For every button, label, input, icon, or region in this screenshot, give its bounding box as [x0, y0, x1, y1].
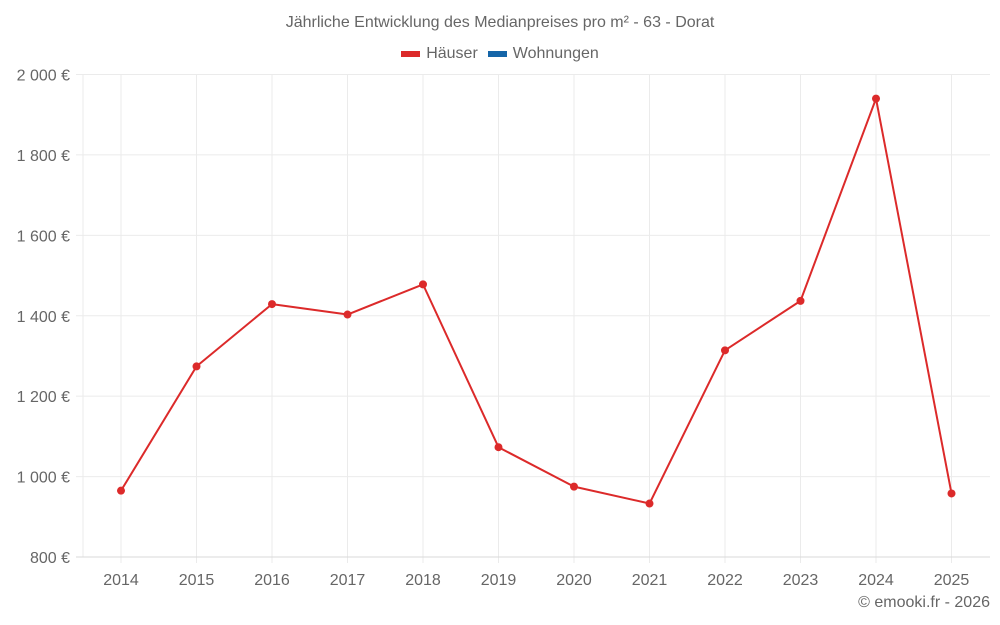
legend-item-haeuser[interactable]: Häuser: [401, 45, 478, 63]
series-haeuser: [117, 94, 956, 508]
legend-item-wohnungen[interactable]: Wohnungen: [487, 45, 599, 63]
data-point[interactable]: [645, 499, 654, 508]
x-tick-label: 2025: [934, 572, 970, 589]
x-tick-label: 2023: [783, 572, 819, 589]
x-tick-label: 2015: [179, 572, 215, 589]
data-point[interactable]: [947, 489, 956, 498]
grid-lines: [76, 74, 990, 563]
x-tick-label: 2024: [858, 572, 894, 589]
legend-swatch-icon: [487, 51, 507, 57]
x-tick-label: 2017: [330, 572, 366, 589]
x-tick-label: 2014: [103, 572, 139, 589]
y-tick-label: 1 200 €: [17, 389, 70, 406]
y-tick-label: 1 800 €: [17, 148, 70, 165]
x-axis: 2014 2015 2016 2017 2018 2019 2020 2021 2022 2023…: [103, 572, 969, 589]
x-tick-label: 2016: [254, 572, 290, 589]
chart-title: Jährliche Entwicklung des Medianpreises …: [285, 14, 715, 31]
data-point[interactable]: [268, 300, 276, 309]
x-tick-label: 2021: [632, 572, 668, 589]
legend-label: Häuser: [426, 45, 478, 62]
data-point[interactable]: [343, 310, 352, 319]
data-point[interactable]: [117, 486, 125, 495]
x-tick-label: 2020: [556, 572, 592, 589]
y-axis: 800 € 1 000 € 1 200 € 1 400 € 1 600 € 1 800 €…: [17, 68, 70, 568]
legend-label: Wohnungen: [512, 45, 599, 62]
data-point[interactable]: [494, 443, 503, 452]
y-tick-label: 800 €: [30, 550, 70, 567]
data-point[interactable]: [192, 362, 201, 371]
x-tick-label: 2022: [707, 572, 743, 589]
data-point[interactable]: [419, 280, 427, 289]
data-point[interactable]: [570, 482, 578, 491]
y-tick-label: 2 000 €: [17, 68, 70, 85]
x-tick-label: 2018: [405, 572, 441, 589]
credit-text: © emooki.fr - 2026: [858, 594, 990, 611]
data-point[interactable]: [721, 346, 729, 355]
data-point[interactable]: [796, 296, 805, 305]
y-tick-label: 1 000 €: [17, 470, 70, 487]
legend-swatch-icon: [401, 51, 421, 57]
x-tick-label: 2019: [481, 572, 517, 589]
legend: Häuser Wohnungen: [0, 45, 1000, 63]
data-point[interactable]: [872, 94, 880, 103]
y-tick-label: 1 600 €: [17, 228, 70, 245]
y-tick-label: 1 400 €: [17, 309, 70, 326]
series-line: [120, 97, 953, 505]
